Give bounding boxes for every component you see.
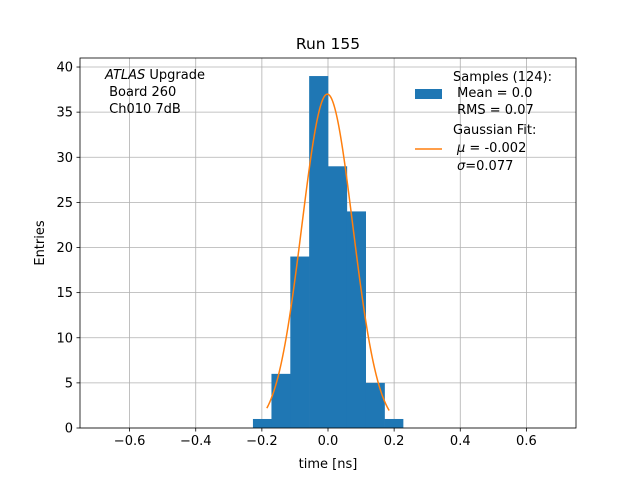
mu-value: = -0.002 [465,141,526,156]
histogram-bar [252,418,272,428]
mu-symbol: μ [456,141,465,156]
histogram-bar [328,166,348,429]
histogram-bar [384,418,404,428]
plot-annotation: ATLAS Upgrade Board 260 Ch010 7dB [104,68,205,117]
histogram-bar [309,76,329,429]
legend-fit-mu: μ = -0.002 [456,141,526,156]
x-tick-label: 0.2 [384,434,405,449]
y-tick-label: 25 [56,196,73,211]
x-tick-label: −0.6 [114,434,146,449]
legend-fit-sigma: σ=0.077 [457,159,513,174]
histogram-bar [365,382,385,428]
legend-histogram-rms: RMS = 0.07 [453,103,534,118]
x-axis-label: time [ns] [299,457,358,472]
x-tick-label: 0.0 [318,434,339,449]
legend: Samples (124): Mean = 0.0 RMS = 0.07 Gau… [415,70,552,174]
annotation-line-3: Ch010 7dB [105,102,181,117]
annotation-atlas: ATLAS [104,68,145,83]
x-tick-label: 0.4 [450,434,471,449]
gaussian-fit-curve [266,93,390,411]
sigma-value: =0.077 [465,159,513,174]
y-tick-label: 40 [56,61,73,76]
y-tick-label: 10 [56,331,73,346]
y-axis-label: Entries [33,220,48,266]
legend-histogram-mean: Mean = 0.0 [453,86,532,101]
histogram-bar [346,211,366,428]
x-axis-ticks: −0.6 −0.4 −0.2 0.0 0.2 0.4 0.6 [114,428,537,449]
legend-fit-label: Gaussian Fit: [453,123,536,138]
sigma-symbol: σ [457,159,466,174]
x-tick-label: −0.4 [180,434,212,449]
annotation-line-1: ATLAS Upgrade [104,68,205,83]
y-tick-label: 20 [56,241,73,256]
x-tick-label: 0.6 [516,434,537,449]
histogram-bars [252,76,404,429]
annotation-line-2: Board 260 [105,85,176,100]
histogram-bar [290,256,310,428]
y-tick-label: 15 [56,286,73,301]
y-tick-label: 30 [56,151,73,166]
y-axis-ticks: 0 5 10 15 20 25 30 35 40 [56,61,80,437]
y-tick-label: 35 [56,106,73,121]
chart-title: Run 155 [296,35,360,53]
y-tick-label: 5 [65,376,73,391]
annotation-upgrade: Upgrade [145,68,205,83]
legend-histogram-swatch [415,89,442,99]
y-tick-label: 0 [65,422,73,437]
legend-histogram-label: Samples (124): [453,70,552,85]
x-tick-label: −0.2 [246,434,278,449]
histogram-bar [271,373,291,428]
